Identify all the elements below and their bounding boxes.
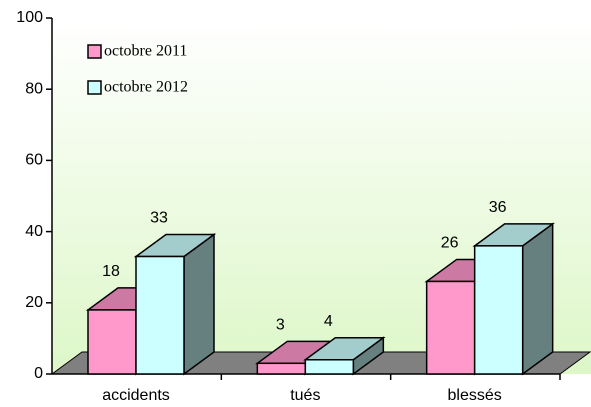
bar: [425, 280, 476, 375]
value-label: 3: [276, 317, 285, 334]
bar: [473, 245, 524, 375]
value-label: 36: [489, 199, 507, 216]
legend-swatch: [87, 80, 102, 95]
value-label: 26: [441, 235, 459, 252]
bar-side: [183, 233, 215, 376]
x-tick-label: accidents: [102, 387, 170, 404]
legend-label: octobre 2012: [104, 79, 188, 96]
y-tick-label: 40: [25, 223, 43, 240]
y-tick-label: 80: [25, 80, 43, 97]
x-tick-label: tués: [290, 387, 320, 404]
bar: [304, 359, 355, 375]
legend-swatch: [87, 44, 102, 59]
y-tick-label: 0: [34, 365, 43, 382]
y-tick-label: 100: [16, 9, 43, 26]
bar: [87, 309, 137, 375]
value-label: 4: [324, 313, 333, 330]
value-label: 18: [102, 263, 120, 280]
bar: [256, 362, 307, 375]
x-tick-label: blessés: [448, 387, 502, 404]
value-label: 33: [150, 210, 168, 227]
bar: [135, 255, 185, 375]
legend-label: octobre 2011: [104, 43, 187, 60]
y-tick-label: 20: [25, 294, 43, 311]
bar-side: [521, 222, 554, 376]
y-tick-label: 60: [25, 152, 43, 169]
